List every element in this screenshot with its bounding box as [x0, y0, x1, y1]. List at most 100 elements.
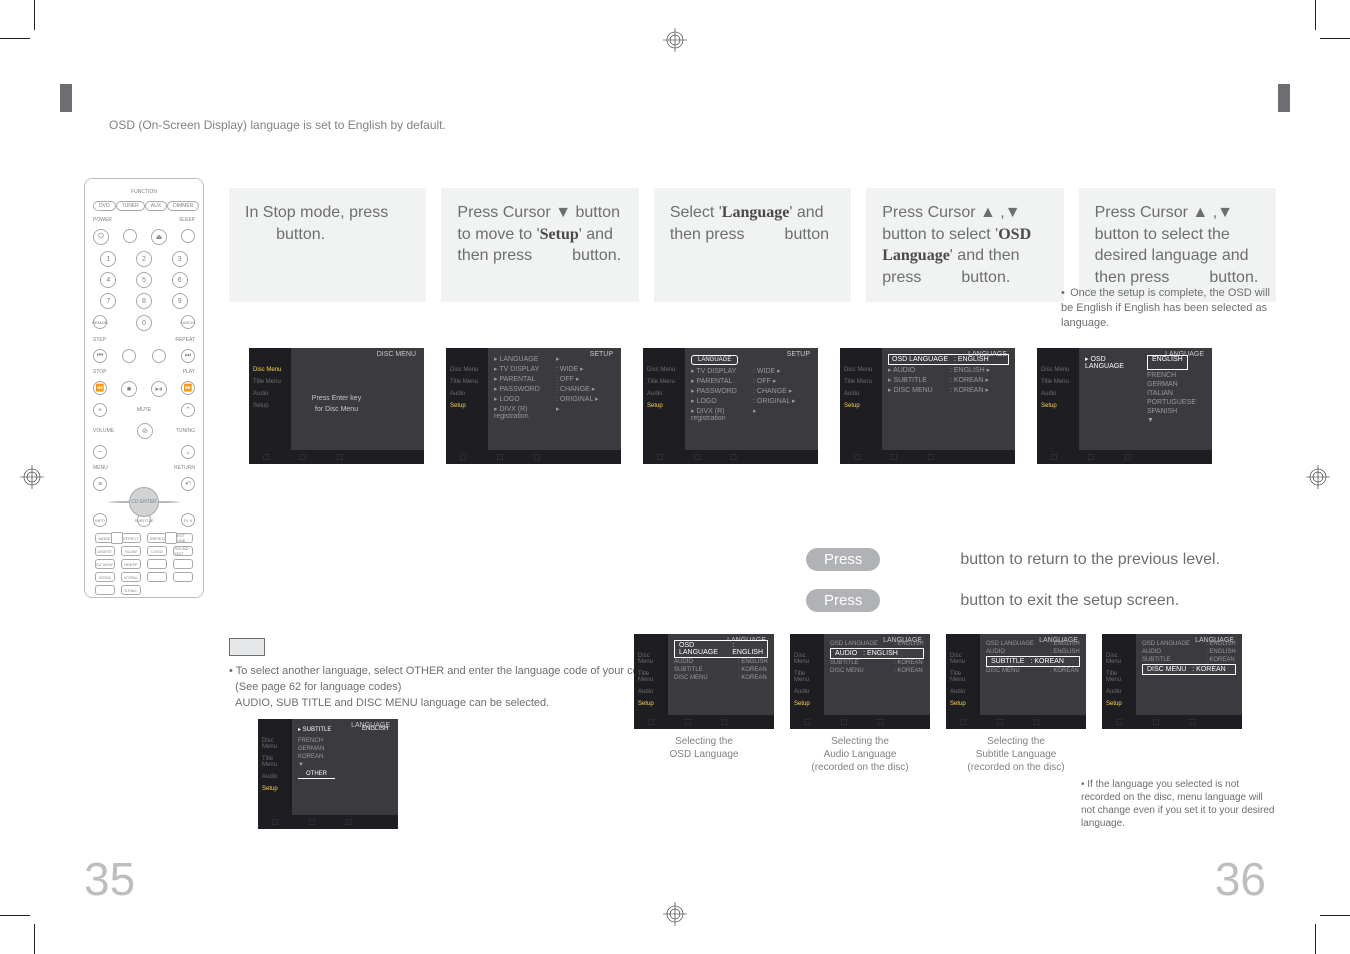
osd-caption: Selecting theOSD Language: [670, 735, 739, 761]
step-text: button.: [1209, 269, 1258, 286]
remote-key: 5: [136, 272, 152, 288]
arrow-right-icon: [165, 532, 177, 544]
osd-other-screenshot: Disc MenuTitle MenuAudioSetupLANGUAGE▸ S…: [258, 719, 398, 829]
disc-note: • If the language you selected is not re…: [1081, 778, 1276, 830]
step-box-2: Press Cursor ▼ button to move to 'Setup'…: [441, 188, 638, 302]
remote-key: 2: [136, 251, 152, 267]
rewind-icon: ⏪: [93, 381, 107, 395]
step-box-1: In Stop mode, press button.: [229, 188, 426, 302]
crop-mark: [1315, 0, 1316, 30]
step-text: button.: [961, 269, 1010, 286]
crop-mark: [34, 924, 35, 954]
osd-caption: Selecting theSubtitle Language(recorded …: [967, 735, 1064, 774]
remote-btn: TUNER: [116, 201, 145, 211]
remote-key: 4: [100, 272, 116, 288]
remote-btn: DVD: [93, 201, 116, 211]
osd-shot-2: Disc MenuTitle MenuAudioSetupSETUP▸ LANG…: [446, 348, 621, 464]
crop-mark: [1315, 924, 1316, 954]
crop-mark: [1320, 38, 1350, 39]
remote-key: 7: [100, 293, 116, 309]
remote-btn: [173, 559, 193, 569]
remote-btn: INFO: [93, 513, 107, 527]
note-line: To select another language, select OTHER…: [236, 665, 666, 677]
press-text: button to return to the previous level.: [960, 551, 1220, 569]
press-lines: Press button to return to the previous le…: [806, 548, 1276, 630]
menu-icon: ≡: [93, 477, 107, 491]
remote-label: TUNING: [176, 428, 195, 434]
remote-btn: [152, 349, 166, 363]
remote-btn: PL II: [181, 513, 195, 527]
osd-caption: Selecting theAudio Language(recorded on …: [811, 735, 908, 774]
remote-btn: S.FALL: [121, 585, 141, 595]
remote-btn: EFFECT: [121, 533, 141, 543]
step-text: In Stop mode, press: [245, 204, 388, 221]
bottom-osd-wrap: Disc MenuTitle MenuAudioSetupLANGUAGEOSD…: [634, 634, 774, 774]
press-line: Press button to return to the previous le…: [806, 548, 1276, 571]
remote-btn: DIGEST: [95, 546, 115, 556]
plus-icon: +: [93, 403, 107, 417]
remote-label: PLAY: [183, 369, 195, 375]
step-text: Select ': [670, 204, 722, 221]
step-bold: Language: [722, 204, 790, 221]
bottom-osd-shot: Disc MenuTitle MenuAudioSetupLANGUAGEOSD…: [1102, 634, 1242, 729]
crop-mark: [0, 38, 30, 39]
crop-mark: [1320, 915, 1350, 916]
intro-text: OSD (On-Screen Display) language is set …: [109, 118, 446, 132]
bottom-osd-wrap: Disc MenuTitle MenuAudioSetupLANGUAGEOSD…: [946, 634, 1086, 774]
page-number-left: 35: [84, 852, 135, 906]
remote-label: POWER: [93, 217, 112, 223]
remote-key: 1: [100, 251, 116, 267]
remote-label: STOP: [93, 369, 107, 375]
press-text: button to exit the setup screen.: [960, 592, 1179, 610]
remote-btn: ZOOM: [95, 572, 115, 582]
remote-label: REPEAT: [175, 337, 195, 343]
press-pill: Press: [806, 589, 880, 612]
remote-btn: AUX: [145, 201, 167, 211]
bottom-osd-wrap: Disc MenuTitle MenuAudioSetupLANGUAGEOSD…: [790, 634, 930, 774]
remote-key: 9: [172, 293, 188, 309]
prev-track-icon: ⏮: [93, 349, 107, 363]
remote-btn: [181, 229, 195, 243]
enter-button: CD ENTER: [129, 487, 159, 517]
remote-key: 3: [172, 251, 188, 267]
arrow-left-icon: [111, 532, 123, 544]
bottom-osd-row: Disc MenuTitle MenuAudioSetupLANGUAGEOSD…: [634, 634, 1242, 774]
crop-mark: [34, 0, 35, 30]
remote-control-diagram: FUNCTION DVD TUNER AUX DIMMER POWER SLEEP…: [84, 178, 204, 598]
forward-icon: ⏩: [181, 381, 195, 395]
remote-btn: [147, 572, 167, 582]
remote-btn: SLOW: [121, 546, 141, 556]
remote-label: RETURN: [174, 465, 195, 471]
note-box-icon: [229, 638, 265, 656]
remote-btn: [95, 585, 115, 595]
eject-icon: ⏏: [151, 229, 167, 245]
remote-label: MUTE: [137, 407, 151, 413]
note-line: AUDIO, SUB TITLE and DISC MENU language …: [235, 697, 549, 709]
remote-label: SLEEP: [179, 217, 195, 223]
press-pill: Press: [806, 548, 880, 571]
remote-label: STEP: [93, 337, 106, 343]
osd-shot-1: Disc MenuTitle MenuAudioSetupDISC MENUPr…: [249, 348, 424, 464]
remote-btn: EZ VIEW: [95, 559, 115, 569]
power-icon: ⏻: [93, 229, 109, 245]
crop-mark: [0, 915, 30, 916]
osd-shot-3: Disc MenuTitle MenuAudioSetupSETUPLANGUA…: [643, 348, 818, 464]
remote-key: 0: [136, 315, 152, 331]
remote-btn: [147, 559, 167, 569]
remote-keypad: 1 2 3 4 5 6 7 8 9: [93, 251, 195, 309]
remote-key: 8: [136, 293, 152, 309]
bottom-osd-wrap: Disc MenuTitle MenuAudioSetupLANGUAGEOSD…: [1102, 634, 1242, 774]
remote-btn: LOGO: [147, 546, 167, 556]
page-number-right: 36: [1215, 852, 1266, 906]
return-icon: ↶: [181, 477, 195, 491]
up-icon: ⌃: [181, 403, 195, 417]
remote-btn: REMAIN: [93, 315, 107, 329]
remote-btn: DIMMER: [167, 201, 199, 211]
press-line: Press button to exit the setup screen.: [806, 589, 1276, 612]
remote-label: FUNCTION: [131, 189, 157, 195]
stop-icon: ■: [121, 381, 137, 397]
remote-label: MENU: [93, 465, 108, 471]
down-icon: ⌄: [181, 445, 195, 459]
remote-key: 6: [172, 272, 188, 288]
next-track-icon: ⏭: [181, 349, 195, 363]
